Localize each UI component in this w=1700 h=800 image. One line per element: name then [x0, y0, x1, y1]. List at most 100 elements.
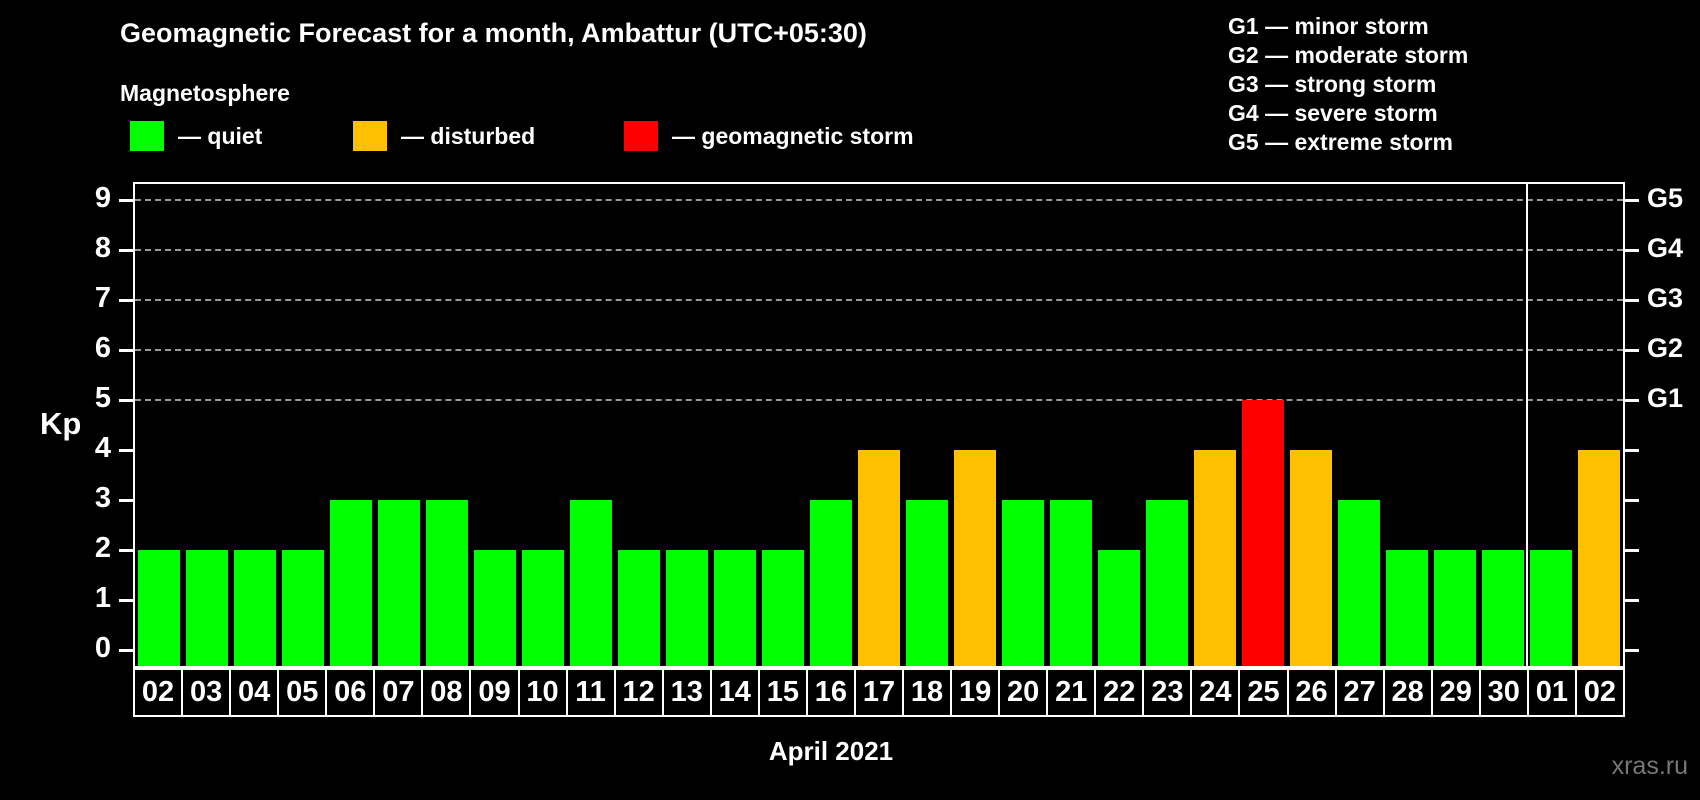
kp-bar — [1530, 550, 1572, 666]
day-label-cell: 11 — [565, 668, 616, 717]
y-axis-tick-right — [1625, 599, 1639, 602]
day-label-cell: 17 — [853, 668, 904, 717]
kp-bar — [618, 550, 660, 666]
plot-inner: 0 1 2 3 4 5 G1 6 G2 7 G3 8 G4 9 G5 — [95, 182, 1683, 666]
kp-bar — [378, 500, 420, 666]
kp-bar — [138, 550, 180, 666]
day-label-cell: 01 — [1526, 668, 1577, 717]
y-axis-tick-left — [119, 299, 133, 302]
y-axis-tick-left — [119, 399, 133, 402]
gridline — [135, 399, 1623, 401]
y-axis-tick-right — [1625, 549, 1639, 552]
storm-color-swatch — [624, 121, 658, 151]
gridline — [135, 349, 1623, 351]
kp-bar — [330, 500, 372, 666]
storm-scale-line: G2 — moderate storm — [1228, 42, 1469, 68]
day-label-cell: 19 — [950, 668, 1001, 717]
disturbed-color-swatch — [353, 121, 387, 151]
day-label-cell: 03 — [181, 668, 232, 717]
y-axis-tick-left — [119, 199, 133, 202]
y-tick-label: 9 — [94, 182, 111, 214]
y-tick-label: 2 — [94, 532, 111, 564]
gridline — [135, 199, 1623, 201]
kp-bar — [666, 550, 708, 666]
day-label-cell: 24 — [1190, 668, 1241, 717]
day-label-cell: 02 — [1574, 668, 1625, 717]
y-axis-tick-right — [1625, 399, 1639, 402]
kp-bar — [1578, 450, 1620, 666]
kp-bar — [954, 450, 996, 666]
quiet-color-swatch — [130, 121, 164, 151]
g-scale-label: G1 — [1647, 383, 1684, 413]
y-axis-tick-left — [119, 249, 133, 252]
x-axis-day-row: 02 03 04 05 06 07 08 09 10 11 12 13 14 15 16 17 18 19 20 21… — [133, 668, 1625, 717]
y-axis-tick-right — [1625, 649, 1639, 652]
legend-item-label: — quiet — [178, 122, 263, 149]
day-label-cell: 15 — [757, 668, 808, 717]
day-label-cell: 27 — [1334, 668, 1385, 717]
y-axis-tick-right — [1625, 499, 1639, 502]
y-axis-tick-right — [1625, 349, 1639, 352]
day-label-cell: 07 — [373, 668, 424, 717]
day-label-cell: 30 — [1478, 668, 1529, 717]
kp-bar — [1338, 500, 1380, 666]
kp-bar — [282, 550, 324, 666]
legend-item-quiet: — quiet — [130, 120, 262, 152]
kp-bar — [522, 550, 564, 666]
storm-scale-line: G5 — extreme storm — [1228, 129, 1453, 155]
y-axis-tick-right — [1625, 299, 1639, 302]
day-label-cell: 18 — [902, 668, 953, 717]
month-separator-line — [1526, 184, 1528, 666]
y-axis-tick-left — [119, 649, 133, 652]
y-axis-tick-left — [119, 599, 133, 602]
legend-item-disturbed: — disturbed — [353, 120, 535, 152]
page-title: Geomagnetic Forecast for a month, Ambatt… — [120, 18, 867, 48]
day-label-cell: 13 — [661, 668, 712, 717]
day-label-cell: 26 — [1286, 668, 1337, 717]
kp-bar — [1482, 550, 1524, 666]
kp-bar — [1146, 500, 1188, 666]
y-axis-tick-left — [119, 499, 133, 502]
day-label-cell: 08 — [421, 668, 472, 717]
y-tick-label: 8 — [94, 232, 111, 264]
legend-item-label: — disturbed — [401, 122, 536, 149]
y-axis-tick-right — [1625, 449, 1639, 452]
y-axis-title: Kp — [40, 406, 82, 441]
day-label-cell: 09 — [469, 668, 520, 717]
y-tick-label: 7 — [94, 282, 111, 314]
kp-bar — [858, 450, 900, 666]
g-scale-label: G5 — [1647, 183, 1684, 213]
day-label-cell: 22 — [1094, 668, 1145, 717]
kp-bar — [570, 500, 612, 666]
day-label-cell: 12 — [613, 668, 664, 717]
g-scale-label: G3 — [1647, 283, 1684, 313]
day-label-cell: 10 — [517, 668, 568, 717]
day-label-cell: 14 — [709, 668, 760, 717]
kp-bar — [474, 550, 516, 666]
storm-scale-line: G1 — minor storm — [1228, 13, 1429, 39]
day-label-cell: 25 — [1238, 668, 1289, 717]
legend-item-storm: — geomagnetic storm — [624, 120, 914, 152]
g-scale-label: G2 — [1647, 333, 1684, 363]
kp-bar — [714, 550, 756, 666]
watermark: xras.ru — [1611, 752, 1688, 780]
kp-bar — [1290, 450, 1332, 666]
x-axis-title: April 2021 — [768, 736, 894, 766]
y-tick-label: 3 — [94, 482, 111, 514]
storm-scale-line: G3 — strong storm — [1228, 71, 1437, 97]
magnetosphere-label: Magnetosphere — [120, 80, 290, 106]
y-axis-tick-left — [119, 349, 133, 352]
kp-bar — [1386, 550, 1428, 666]
day-label-cell: 04 — [229, 668, 280, 717]
kp-bar — [1434, 550, 1476, 666]
kp-bar — [762, 550, 804, 666]
kp-bar — [1242, 400, 1284, 666]
y-tick-label: 4 — [94, 432, 111, 464]
day-label-cell: 28 — [1382, 668, 1433, 717]
kp-bar — [186, 550, 228, 666]
y-axis-tick-right — [1625, 199, 1639, 202]
day-label-cell: 23 — [1142, 668, 1193, 717]
y-tick-label: 6 — [94, 332, 111, 364]
gridline — [135, 299, 1623, 301]
